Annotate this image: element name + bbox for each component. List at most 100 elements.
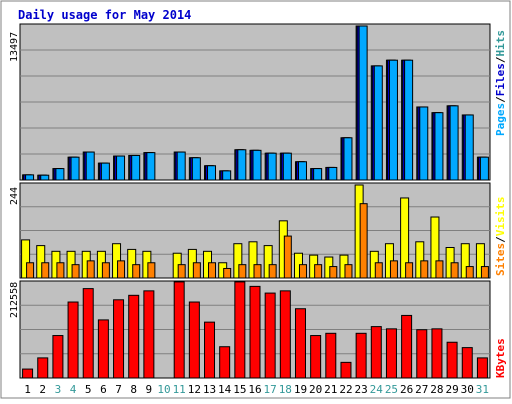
bar-sites-day-7 bbox=[117, 260, 126, 279]
bar-sites-day-15 bbox=[238, 264, 247, 279]
bar-kbytes-day-27 bbox=[416, 329, 428, 379]
bar-sites-day-27 bbox=[420, 260, 429, 279]
bar-kbytes-day-17 bbox=[264, 292, 276, 379]
bar-kbytes-day-7 bbox=[113, 299, 125, 379]
bar-sites-day-5 bbox=[86, 260, 95, 279]
bar-pages-day-18 bbox=[282, 152, 292, 181]
bar-pages-day-28 bbox=[434, 112, 444, 181]
bar-pages-day-31 bbox=[479, 156, 489, 181]
x-tick-label-day-24: 24 bbox=[370, 383, 384, 396]
x-tick-label-day-28: 28 bbox=[430, 383, 443, 396]
x-tick-label-day-7: 7 bbox=[115, 383, 122, 396]
bar-sites-day-18 bbox=[283, 235, 292, 279]
x-tick-label-day-27: 27 bbox=[415, 383, 428, 396]
x-tick-label-day-5: 5 bbox=[85, 383, 92, 396]
panel-2-legend: Sites/Visits bbox=[494, 197, 507, 277]
bar-sites-day-23 bbox=[359, 203, 368, 279]
x-tick-label-day-1: 1 bbox=[24, 383, 31, 396]
bar-sites-day-25 bbox=[389, 260, 398, 279]
bar-sites-day-13 bbox=[208, 262, 217, 279]
bar-kbytes-day-26 bbox=[401, 314, 413, 379]
x-tick-label-day-30: 30 bbox=[461, 383, 474, 396]
bar-sites-day-14 bbox=[223, 267, 232, 279]
bar-visits-day-26 bbox=[400, 197, 410, 279]
bar-visits-day-16 bbox=[248, 241, 258, 279]
bar-kbytes-day-6 bbox=[97, 319, 109, 379]
bar-pages-day-29 bbox=[449, 105, 459, 181]
x-tick-label-day-15: 15 bbox=[233, 383, 246, 396]
bar-kbytes-day-12 bbox=[188, 301, 200, 379]
bar-sites-day-22 bbox=[344, 264, 353, 279]
bar-kbytes-day-29 bbox=[446, 341, 458, 379]
bar-visits-day-31 bbox=[475, 243, 485, 279]
bar-sites-day-6 bbox=[101, 262, 110, 279]
bar-sites-day-21 bbox=[329, 266, 338, 279]
x-tick-label-day-18: 18 bbox=[279, 383, 292, 396]
panel-1-legend: Pages/Files/Hits bbox=[494, 30, 507, 136]
bar-pages-day-12 bbox=[191, 157, 201, 181]
bar-kbytes-day-14 bbox=[219, 346, 231, 379]
bar-sites-day-12 bbox=[192, 262, 201, 279]
bar-sites-day-20 bbox=[314, 264, 323, 279]
bar-sites-day-29 bbox=[450, 262, 459, 279]
chart-title: Daily usage for May 2014 bbox=[18, 8, 191, 22]
bar-pages-day-6 bbox=[100, 162, 110, 181]
axis-labels-layer: 13497244212558Pages/Files/HitsSites/Visi… bbox=[9, 30, 507, 378]
x-tick-label-day-26: 26 bbox=[400, 383, 413, 396]
bar-sites-day-8 bbox=[132, 264, 141, 279]
bar-pages-day-27 bbox=[419, 106, 429, 181]
bar-visits-day-8 bbox=[127, 248, 137, 279]
legend-slash: / bbox=[494, 236, 507, 243]
bar-visits-day-17 bbox=[263, 245, 273, 279]
x-tick-label-day-20: 20 bbox=[309, 383, 322, 396]
x-tick-label-day-6: 6 bbox=[100, 383, 107, 396]
bar-pages-day-25 bbox=[388, 59, 398, 181]
bar-kbytes-day-4 bbox=[67, 301, 79, 379]
x-tick-label-day-31: 31 bbox=[476, 383, 489, 396]
bar-kbytes-day-3 bbox=[52, 335, 64, 379]
bar-sites-day-28 bbox=[435, 260, 444, 279]
bar-pages-day-24 bbox=[373, 65, 383, 181]
x-tick-label-day-11: 11 bbox=[173, 383, 186, 396]
bar-kbytes-day-24 bbox=[370, 326, 382, 379]
legend-visits: Visits bbox=[494, 197, 507, 237]
x-tick-label-day-3: 3 bbox=[55, 383, 62, 396]
bar-pages-day-15 bbox=[237, 149, 247, 181]
bar-pages-day-7 bbox=[116, 155, 126, 181]
x-tick-label-day-12: 12 bbox=[188, 383, 201, 396]
bar-kbytes-day-16 bbox=[249, 285, 261, 379]
bar-pages-day-13 bbox=[207, 165, 217, 181]
bar-kbytes-day-5 bbox=[82, 288, 94, 379]
bar-kbytes-day-2 bbox=[37, 357, 49, 379]
bar-kbytes-day-23 bbox=[355, 332, 367, 379]
bar-kbytes-day-19 bbox=[294, 308, 306, 379]
legend-files: Files bbox=[494, 63, 507, 96]
panel-3-legend: KBytes bbox=[494, 338, 507, 378]
bar-sites-day-24 bbox=[374, 262, 383, 279]
bar-kbytes-day-13 bbox=[204, 321, 216, 379]
bar-pages-day-20 bbox=[313, 168, 323, 181]
bar-pages-day-9 bbox=[146, 152, 156, 181]
bar-pages-day-21 bbox=[328, 166, 338, 181]
bar-kbytes-day-9 bbox=[143, 290, 155, 379]
panel-1-max-label: 13497 bbox=[9, 32, 20, 62]
legend-sites: Sites bbox=[494, 243, 507, 276]
x-tick-label-day-2: 2 bbox=[39, 383, 46, 396]
bar-kbytes-day-8 bbox=[128, 294, 140, 379]
x-tick-label-day-22: 22 bbox=[339, 383, 352, 396]
bar-sites-day-26 bbox=[405, 262, 414, 279]
bar-visits-day-27 bbox=[415, 241, 425, 279]
bar-pages-day-19 bbox=[297, 161, 307, 181]
x-tick-label-day-17: 17 bbox=[264, 383, 277, 396]
legend-kbytes: KBytes bbox=[494, 338, 507, 378]
bar-kbytes-day-28 bbox=[431, 328, 443, 379]
x-tick-label-day-4: 4 bbox=[70, 383, 77, 396]
x-tick-label-day-9: 9 bbox=[146, 383, 153, 396]
legend-hits: Hits bbox=[494, 30, 507, 57]
x-tick-label-day-14: 14 bbox=[218, 383, 232, 396]
bar-visits-day-2 bbox=[36, 245, 46, 279]
x-tick-label-day-25: 25 bbox=[385, 383, 398, 396]
